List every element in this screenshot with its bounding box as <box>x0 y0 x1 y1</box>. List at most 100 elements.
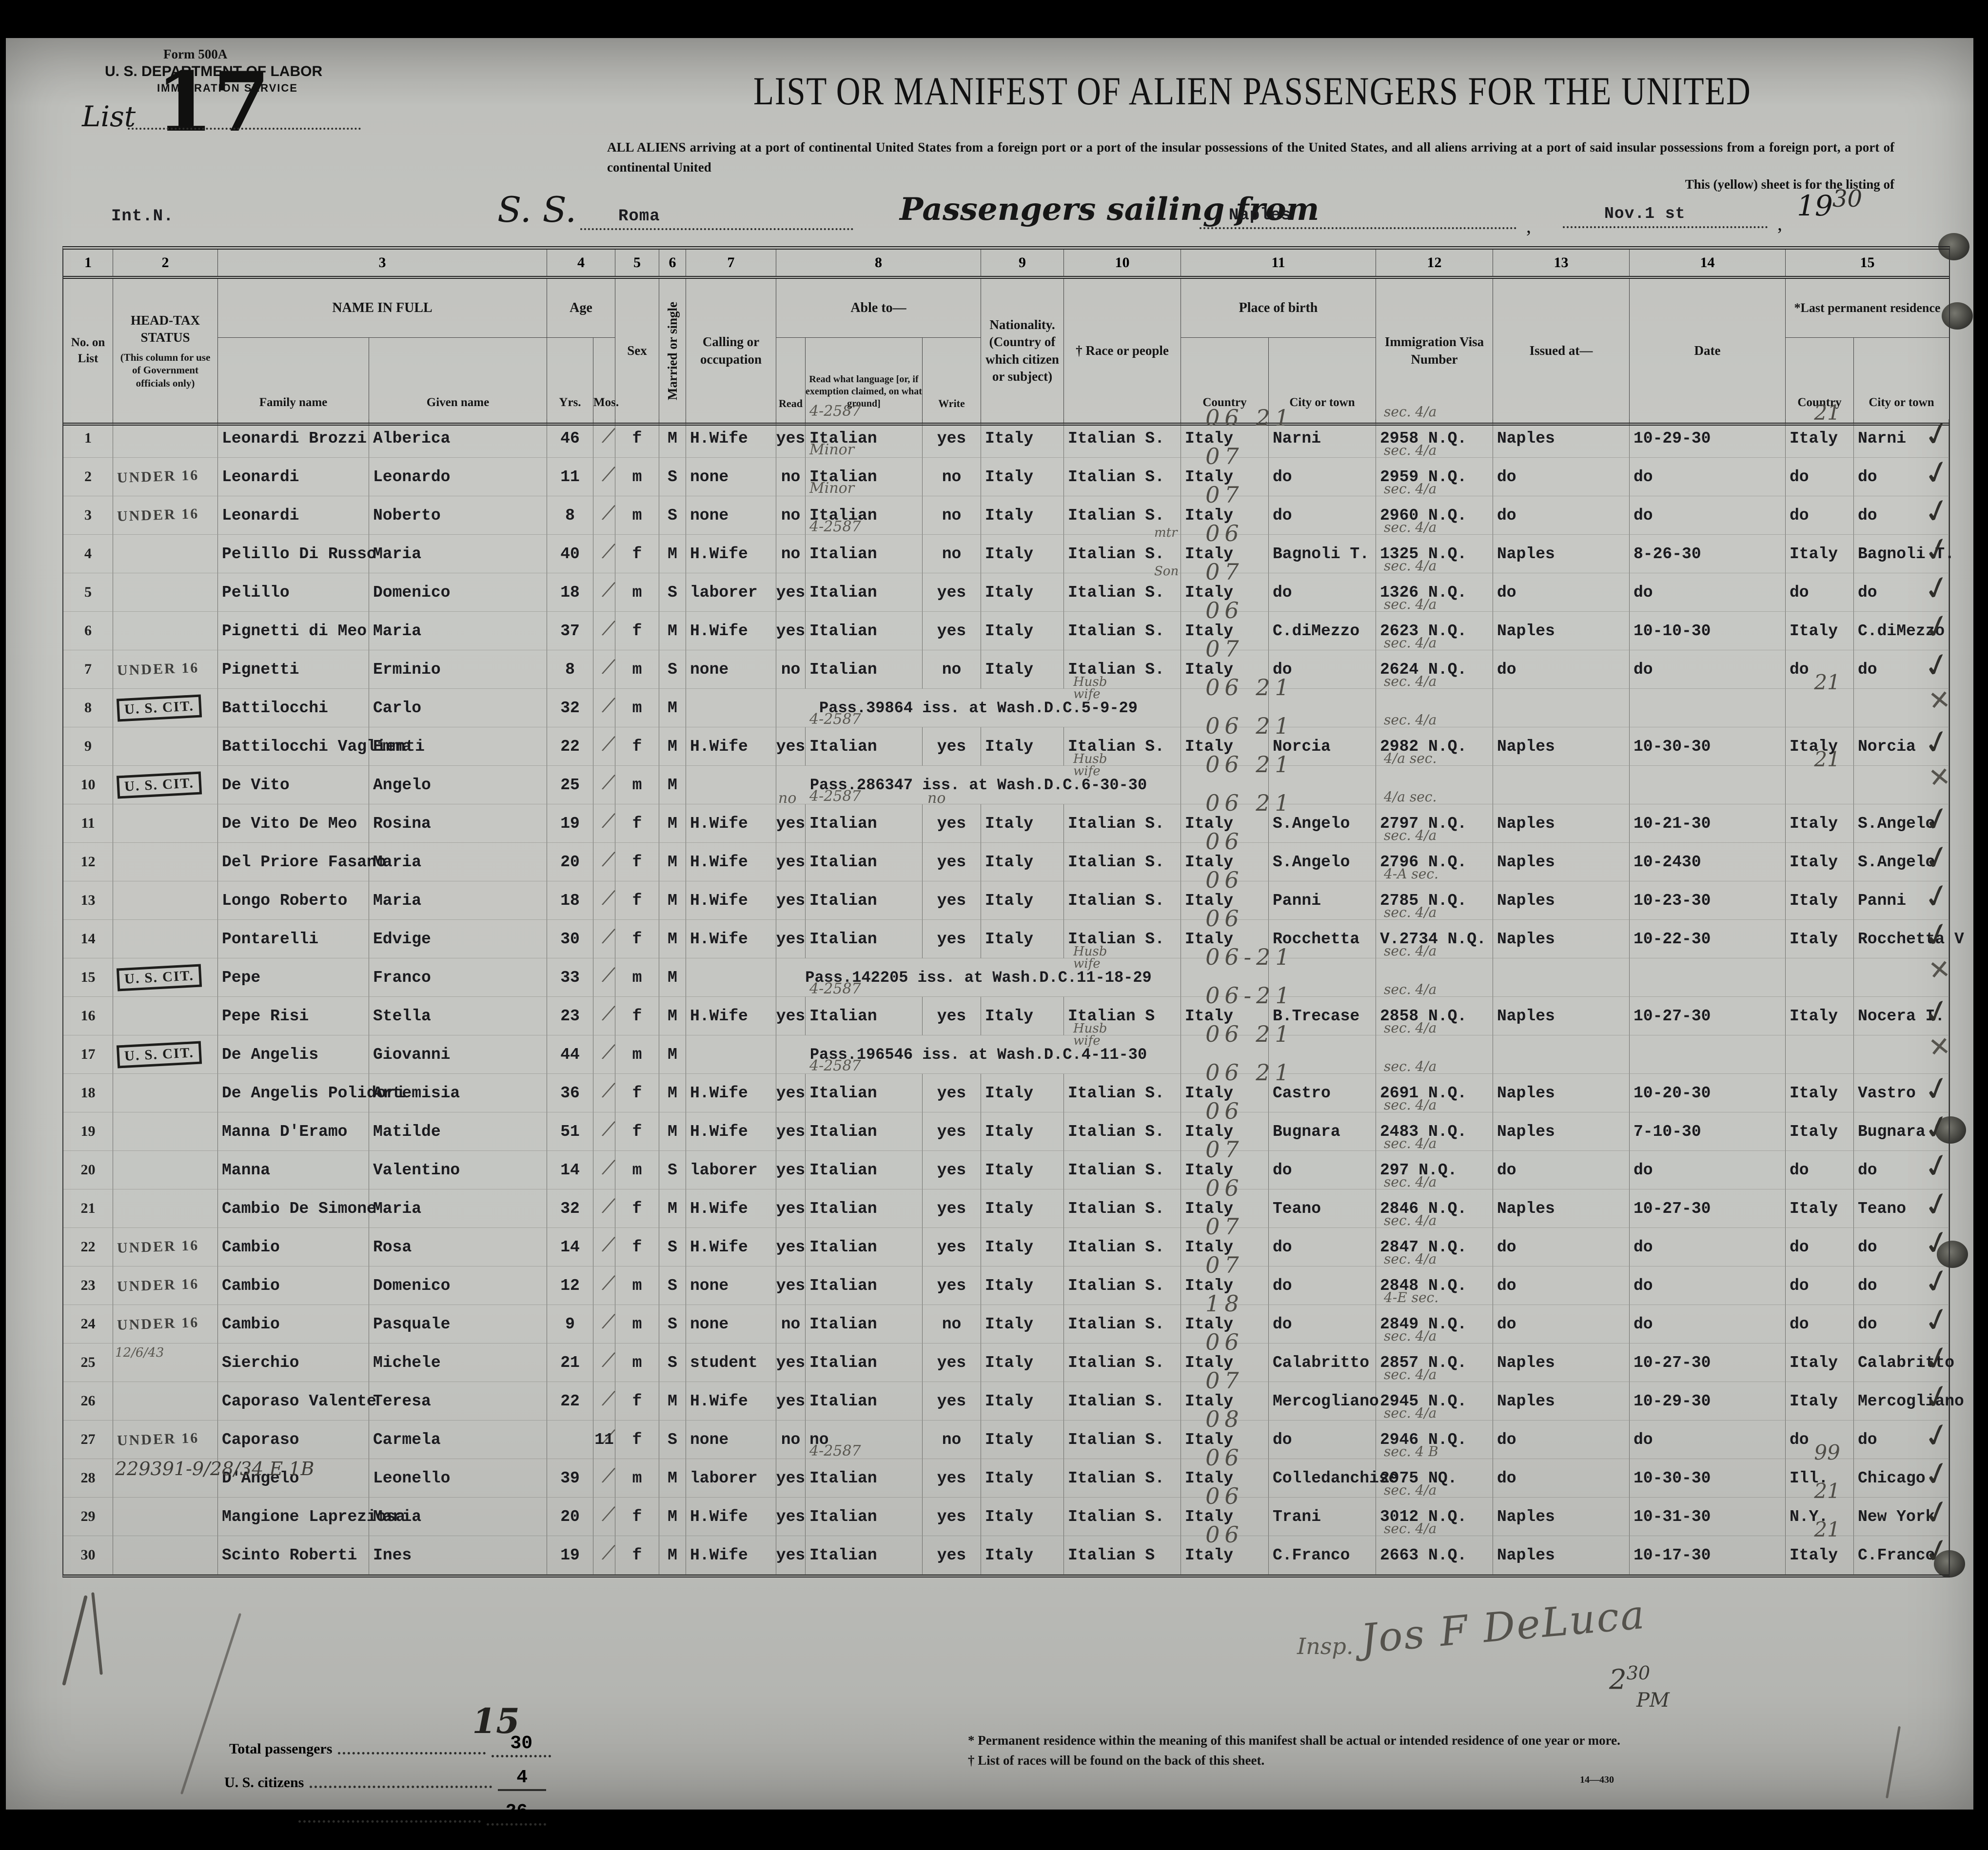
check-mark: ✓ <box>1919 568 1955 609</box>
cell-ms: S <box>659 650 686 689</box>
cell-race: Italian S. <box>1064 1266 1181 1305</box>
cell-calling: H.Wife <box>686 1498 776 1536</box>
cell-bcity: Colledanchise <box>1269 1459 1398 1498</box>
cell-write: yes <box>923 843 981 881</box>
handwritten-note: 06 <box>1205 1444 1244 1471</box>
cell-rc <box>1786 1035 1854 1074</box>
cell-issued: do <box>1493 1421 1630 1459</box>
col-header-issued-at: Issued at— <box>1493 279 1630 423</box>
cell-calling: H.Wife <box>686 1074 776 1112</box>
col-num-9: 9 <box>981 250 1064 276</box>
cell-lang: Italian <box>806 1305 923 1344</box>
cell-sex: m / <box>601 650 659 689</box>
cell-race: Italian S. <box>1064 1344 1181 1382</box>
cell-rcity: do ✓ <box>1854 491 1954 535</box>
cell-visa: 2796 N.Q. sec. 4/a <box>1376 827 1493 881</box>
int-n-label: Int.N. <box>111 207 174 226</box>
handwritten-note: 21 <box>1814 670 1840 694</box>
cell-lang: Italian 4-2587 <box>806 518 923 573</box>
cell-issued: do <box>1493 1151 1630 1189</box>
x-mark: ✕ <box>1927 1031 1952 1063</box>
subtitle-text: ALL ALIENS arriving at a port of contine… <box>607 140 1894 175</box>
total-passengers-handwritten: 15 <box>472 1701 520 1741</box>
cell-given: Edvige <box>369 920 547 958</box>
handwritten-note: Minor <box>809 480 855 497</box>
handwritten-note: 07 <box>1205 1213 1244 1240</box>
check-mark: ✓ <box>1919 1338 1955 1380</box>
cell-calling: H.Wife <box>686 727 776 766</box>
cell-bcity: Narni <box>1269 419 1376 458</box>
cell-nat: Italy <box>981 496 1064 535</box>
col-num-14: 14 <box>1630 250 1786 276</box>
cell-ms: S <box>659 573 686 612</box>
ss-label: S. S. <box>497 189 577 230</box>
handwritten-note: no <box>778 790 797 807</box>
cell-yrs: 46 <box>547 419 593 458</box>
cell-given: Maria <box>369 1498 547 1536</box>
cell-sex: f / <box>601 843 659 881</box>
cell-no: 3 <box>63 496 113 535</box>
check-mark: ✓ <box>1919 722 1955 763</box>
cell-sex: m / <box>601 1459 659 1498</box>
cell-head <box>113 1189 218 1228</box>
col-num-8: 8 <box>776 250 981 276</box>
cell-yrs: 32 <box>547 689 593 727</box>
cell-given: Leonardo <box>369 458 547 496</box>
cell-no: 1 <box>63 419 113 458</box>
cell-no: 4 <box>63 535 113 573</box>
cell-read: no <box>776 1421 806 1459</box>
manifest-row: 10 U. S. CIT. De Vito Angelo 25 m / M Pass.28634… <box>63 747 1952 804</box>
handwritten-note: 4-2587 <box>809 711 861 728</box>
cell-write: yes <box>923 1112 981 1151</box>
check-mark: ✓ <box>1919 1454 1955 1495</box>
cell-given: Franco <box>369 958 547 997</box>
footnote-races: † List of races will be found on the bac… <box>968 1753 1265 1768</box>
cell-rc: Italy <box>1786 1344 1854 1382</box>
cell-sex: m / <box>601 689 659 727</box>
cell-rc: Ill. 99 <box>1786 1441 1854 1498</box>
cell-bcity: do <box>1269 1151 1376 1189</box>
cell-given: Erminio <box>369 650 547 689</box>
cell-bc: Italy 07 <box>1181 1252 1269 1305</box>
cell-rcity: ✕ <box>1854 1032 1952 1074</box>
cell-race: Italian S <box>1064 997 1181 1035</box>
us-citizens-value: 4 <box>498 1767 546 1791</box>
cell-family: Pelillo Di Russo <box>218 535 376 573</box>
check-mark: ✓ <box>1919 1300 1955 1341</box>
us-citizen-stamp: U. S. CIT. <box>116 771 202 798</box>
cell-calling: laborer <box>686 573 776 612</box>
handwritten-note: 08 <box>1205 1406 1244 1432</box>
cell-yrs: 37 <box>547 612 593 650</box>
punch-hole <box>1942 302 1973 330</box>
col-header-sex: Sex <box>615 279 659 423</box>
cell-visa: 2946 N.Q. sec. 4/a <box>1376 1405 1493 1459</box>
cell-yrs: 20 <box>547 843 593 881</box>
check-mark: ✓ <box>1919 915 1955 956</box>
cell-nat: Italy <box>981 1266 1064 1305</box>
check-mark: ✓ <box>1919 1415 1955 1457</box>
cell-family: De Vito <box>218 766 369 804</box>
cell-nat: Italy <box>981 1459 1064 1498</box>
cell-issued: Naples <box>1493 1498 1630 1536</box>
film-edge-left <box>0 0 6 1850</box>
column-number-row: 1 2 3 4 5 6 7 8 9 10 11 12 13 14 15 <box>63 250 1949 279</box>
cell-family: Battilocchi <box>218 689 369 727</box>
cell-no: 24 <box>63 1305 113 1344</box>
cell-head: U. S. CIT. <box>113 766 218 804</box>
cell-rcity: ✕ <box>1854 762 1952 804</box>
col-header-no-on-list: No. on List <box>63 279 113 423</box>
cell-issued: Naples <box>1493 920 1630 958</box>
cell-lang: Italian Minor <box>806 441 923 496</box>
cell-date: 10-10-30 <box>1630 612 1786 650</box>
cell-mos <box>593 727 615 766</box>
handwritten-note: 4-2587 <box>809 1057 861 1074</box>
cell-nat: Italy <box>981 1305 1064 1344</box>
cell-read: yes <box>776 1382 806 1421</box>
cell-head <box>113 997 218 1035</box>
cell-read: yes <box>776 881 806 920</box>
manifest-row: 30 Scinto Roberti Ines 19 f / M H.Wife yes Italia… <box>63 1518 1954 1575</box>
cell-sex: m / <box>601 496 659 535</box>
cell-bcity: Bagnoli T. <box>1269 535 1376 573</box>
